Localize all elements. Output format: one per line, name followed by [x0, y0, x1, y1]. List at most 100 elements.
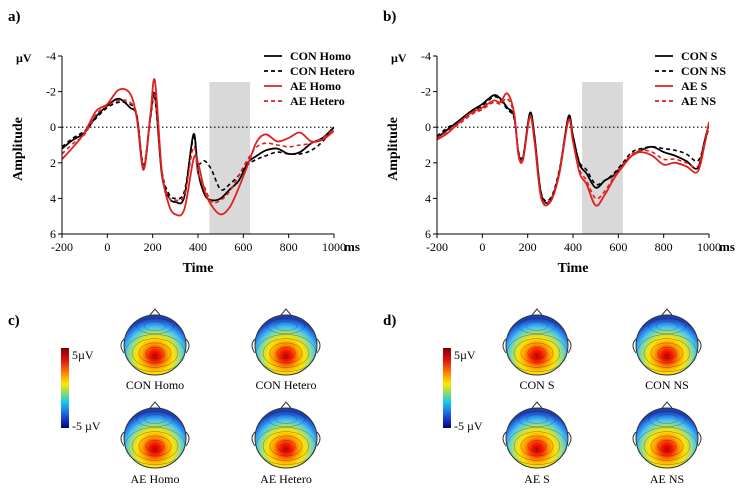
contour-line [274, 321, 298, 331]
series-line-4 [62, 93, 334, 204]
contour-line [136, 411, 174, 427]
contour-line [267, 411, 305, 427]
scalp-map [123, 407, 187, 469]
scalp-map [635, 314, 699, 376]
erp-chart-a: -4 -2 0 2 4 6 -200 0 200 400 600 800 1000 µV Amplit… [11, 49, 360, 276]
nose [661, 308, 673, 316]
series-line-1 [62, 91, 334, 205]
contour-line [513, 338, 561, 368]
scalp-map [635, 407, 699, 469]
contour-line [131, 431, 179, 461]
contour-line [131, 338, 179, 368]
contour-line [643, 338, 691, 368]
contour-line [657, 439, 677, 453]
contour-line [143, 414, 167, 424]
x-tick-label: 200 [519, 240, 537, 254]
contour-line [527, 346, 547, 360]
legend-label: CON S [681, 49, 718, 63]
scalp-map [254, 314, 318, 376]
contour-line [657, 346, 677, 360]
nose [149, 401, 161, 409]
contour-line [525, 321, 549, 331]
topomap-label: CON NS [645, 378, 689, 392]
colorbar [61, 348, 69, 428]
colorbar-max-label: 5µV [454, 348, 476, 362]
y-tick-label: 2 [425, 156, 431, 170]
left-ear [120, 338, 125, 354]
colorbar-max-label: 5µV [72, 348, 94, 362]
y-tick-label: -4 [421, 49, 431, 63]
x-tick-label: -200 [426, 240, 448, 254]
scalp-map [123, 314, 187, 376]
contour-line [525, 414, 549, 424]
scalp-map [254, 407, 318, 469]
colorbar [443, 348, 451, 428]
nose [280, 308, 292, 316]
topomap [502, 308, 572, 376]
contour-line [124, 427, 186, 465]
series-line-2 [62, 95, 334, 200]
panel-label-d: d) [383, 313, 396, 329]
contour-line [262, 431, 310, 461]
topomap [632, 308, 702, 376]
right-ear [697, 338, 702, 354]
y-tick-label: -2 [421, 85, 431, 99]
right-ear [567, 431, 572, 447]
contour-line [145, 439, 165, 453]
y-tick-label: 2 [50, 156, 56, 170]
left-ear [120, 431, 125, 447]
series-line-1 [437, 94, 709, 204]
topomap-panel-c: 5µV -5 µV CON Homo CON Hetero AE Homo AE… [61, 308, 321, 486]
topomap [120, 401, 190, 469]
y-tick-label: 0 [50, 120, 56, 134]
contour-line [138, 342, 172, 364]
topomap-label: AE Homo [131, 472, 180, 486]
x-axis-label: Time [558, 261, 589, 276]
x-unit-label: ms [719, 239, 735, 254]
contour-line [648, 318, 686, 334]
panel-label-a: a) [8, 9, 21, 25]
contour-line [276, 346, 296, 360]
erp-chart-b: -4 -2 0 2 4 6 -200 0 200 400 600 800 1000 µV Amplit… [386, 49, 735, 276]
x-tick-label: 200 [144, 240, 162, 254]
contour-line [643, 431, 691, 461]
contour-line [506, 334, 568, 372]
contour-line [650, 435, 684, 457]
legend-label: AE Homo [290, 79, 341, 93]
x-axis-label: Time [183, 261, 214, 276]
colorbar-min-label: -5 µV [454, 419, 483, 433]
topomap-label: AE S [524, 472, 550, 486]
contour-line [636, 334, 698, 372]
contour-line [506, 427, 568, 465]
x-tick-label: 0 [479, 240, 485, 254]
colorbar-min-label: -5 µV [72, 419, 101, 433]
contour-line [269, 342, 303, 364]
contour-line [655, 414, 679, 424]
contour-line [636, 427, 698, 465]
legend-label: AE NS [681, 94, 716, 108]
contour-line [255, 334, 317, 372]
series-line-3 [62, 78, 334, 217]
nose [661, 401, 673, 409]
x-tick-label: 800 [655, 240, 673, 254]
left-ear [632, 338, 637, 354]
series-line-2 [437, 95, 709, 202]
topomap-label: CON S [519, 378, 554, 392]
x-tick-label: 1000 [697, 240, 721, 254]
contour-line [255, 427, 317, 465]
x-tick-label: 1000 [322, 240, 346, 254]
topomap-panel-d: 5µV -5 µV CON S CON NS AE S AE NS [443, 308, 702, 486]
topomap-label: AE NS [650, 472, 684, 486]
contour-line [267, 318, 305, 334]
contour-line [274, 414, 298, 424]
contour-line [518, 318, 556, 334]
topomap [632, 401, 702, 469]
scalp-map [505, 314, 569, 376]
x-tick-label: 0 [104, 240, 110, 254]
contour-line [513, 431, 561, 461]
y-tick-label: 6 [50, 227, 56, 241]
x-tick-label: 600 [234, 240, 252, 254]
y-axis-label: Amplitude [11, 117, 26, 181]
